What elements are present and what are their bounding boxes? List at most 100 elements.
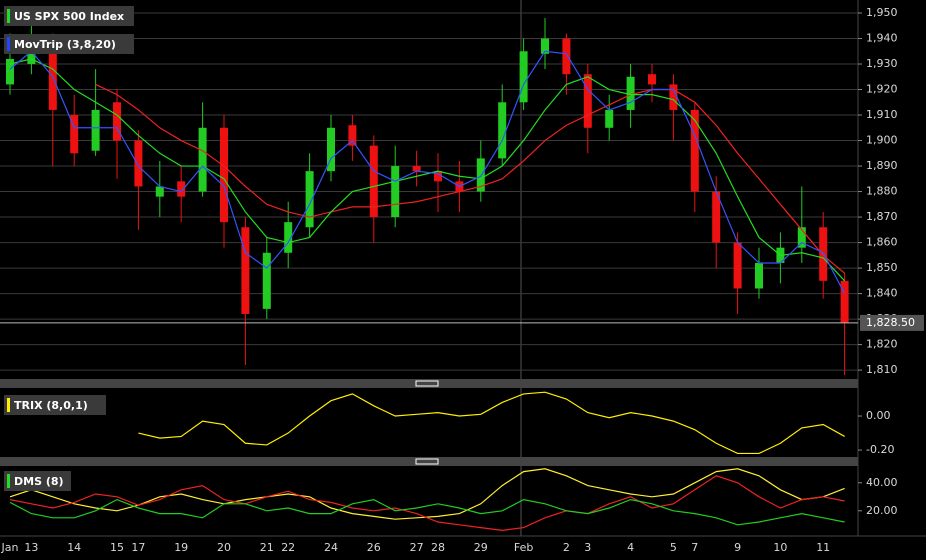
y-tick-label: 1,840: [866, 287, 898, 300]
x-tick-label: Feb: [514, 541, 533, 554]
last-price-box: [860, 314, 924, 331]
panel-divider: [0, 379, 858, 388]
last-price-label: 1,828.50: [866, 316, 915, 329]
candle-body: [391, 166, 400, 218]
y-tick-label: 1,820: [866, 338, 898, 351]
candle-body: [476, 158, 485, 192]
y-tick-label: 1,910: [866, 108, 898, 121]
candle-body: [198, 127, 207, 192]
x-tick-label: 29: [474, 541, 488, 554]
candle-body: [434, 171, 442, 182]
plot-layer: 1,8101,8201,8301,8401,8501,8601,8701,880…: [0, 6, 924, 554]
x-tick-label: Jan: [1, 541, 19, 554]
candle-body: [6, 58, 14, 85]
candle-body: [327, 127, 335, 172]
y-tick-label: 1,870: [866, 210, 898, 223]
candle-body: [755, 262, 763, 289]
legend-box: [4, 395, 106, 415]
x-tick-label: 21: [260, 541, 274, 554]
candle-body: [262, 252, 271, 309]
legend-swatch: [7, 474, 10, 488]
candle-body: [541, 38, 549, 54]
y-tick-label: 1,920: [866, 83, 898, 96]
candle-body: [284, 222, 293, 253]
x-tick-label: 26: [367, 541, 381, 554]
candle-body: [648, 74, 656, 85]
candle-body: [91, 109, 100, 151]
candle-body: [113, 102, 121, 141]
x-tick-label: 20: [217, 541, 231, 554]
legend-label: TRIX (8,0,1): [14, 399, 88, 412]
candle-body: [733, 242, 742, 289]
legend-box: [4, 6, 134, 26]
y-tick-label: 1,860: [866, 236, 898, 249]
x-tick-label: 3: [584, 541, 591, 554]
legend-swatch: [7, 398, 10, 412]
x-tick-label: 24: [324, 541, 338, 554]
x-tick-label: 22: [281, 541, 295, 554]
candle-body: [519, 51, 528, 103]
candle-body: [412, 166, 421, 172]
x-tick-label: 27: [410, 541, 424, 554]
y-tick-label: 1,940: [866, 32, 898, 45]
candle-body: [155, 186, 164, 197]
y-tick-label: 1,850: [866, 261, 898, 274]
candle-body: [626, 76, 635, 110]
legend-swatch: [7, 9, 10, 23]
series-line: [9, 475, 845, 532]
x-tick-label: 5: [670, 541, 677, 554]
y-tick-label: 0.00: [866, 409, 891, 422]
y-tick-label: 1,890: [866, 159, 898, 172]
x-tick-label: 14: [67, 541, 81, 554]
candle-body: [134, 140, 143, 187]
y-tick-label: -0.20: [866, 443, 894, 456]
candle-body: [241, 227, 250, 314]
divider-grip: [415, 380, 439, 387]
x-tick-label: 10: [773, 541, 787, 554]
x-tick-label: 2: [563, 541, 570, 554]
y-tick-label: 1,950: [866, 6, 898, 19]
legend-label: US SPX 500 Index: [14, 10, 124, 23]
y-tick-label: 1,900: [866, 134, 898, 147]
series-line: [9, 498, 845, 526]
legend-swatch: [7, 37, 10, 51]
candle-body: [305, 171, 314, 228]
candle-body: [605, 109, 614, 128]
x-tick-label: 7: [691, 541, 698, 554]
candle-body: [797, 227, 806, 248]
y-tick-label: 1,880: [866, 185, 898, 198]
y-tick-label: 40.00: [866, 476, 898, 489]
candle-body: [669, 84, 678, 110]
series-line: [95, 83, 845, 274]
y-tick-label: 20.00: [866, 504, 898, 517]
legend-label: DMS (8): [14, 475, 64, 488]
series-line: [9, 58, 846, 282]
candle-body: [690, 109, 699, 192]
candle-body: [583, 74, 592, 128]
candle-body: [348, 125, 357, 146]
candle-body: [70, 115, 79, 154]
legend-box: [4, 471, 71, 491]
candle-body: [498, 102, 507, 159]
x-tick-label: 11: [816, 541, 830, 554]
x-tick-label: 9: [734, 541, 741, 554]
x-tick-label: 4: [627, 541, 634, 554]
y-tick-label: 1,930: [866, 57, 898, 70]
x-tick-label: 19: [174, 541, 188, 554]
x-tick-label: 13: [24, 541, 38, 554]
candle-body: [369, 145, 378, 218]
panel-divider: [0, 457, 858, 466]
candle-body: [562, 38, 571, 75]
series-line: [9, 50, 846, 294]
legend-label: MovTrip (3,8,20): [14, 38, 116, 51]
candle-body: [712, 191, 721, 243]
candle-body: [220, 127, 228, 223]
candle-body: [177, 181, 186, 197]
candle-body: [840, 280, 849, 323]
divider-grip: [415, 458, 439, 465]
x-tick-label: 17: [131, 541, 145, 554]
series-line: [9, 468, 845, 520]
series-line: [138, 391, 845, 455]
x-tick-label: 15: [110, 541, 124, 554]
